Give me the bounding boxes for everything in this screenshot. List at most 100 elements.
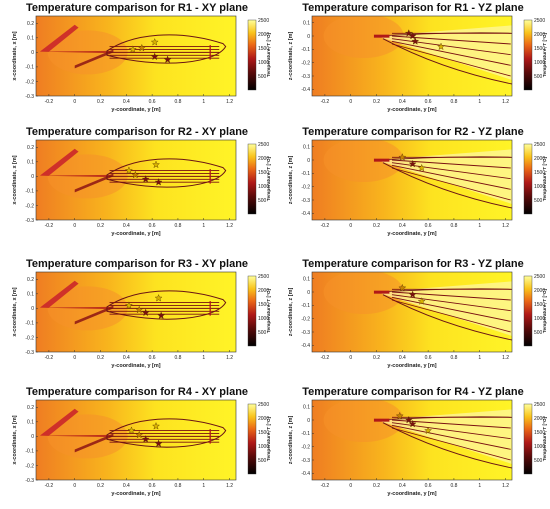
- measurement-star: [137, 43, 146, 52]
- colorbar-tick-label: 2500: [534, 142, 545, 148]
- y-tick-label: -0.1: [301, 171, 310, 177]
- probe-line: [391, 40, 511, 66]
- colorbar-tick-label: 2000: [534, 288, 545, 294]
- x-tick-label: 0.4: [123, 483, 130, 489]
- y-tick-label: 0.2: [27, 21, 34, 27]
- y-tick-label: 0.1: [27, 420, 34, 426]
- y-tick-label: -0.3: [301, 330, 310, 336]
- measurement-star: [398, 283, 407, 292]
- y-tick-label: 0.1: [27, 160, 34, 166]
- colorbar-tick-label: 1000: [258, 60, 269, 66]
- y-tick-label: 0: [31, 434, 34, 440]
- panel-r1-yz: Temperature comparison for R1 - YZ plane…: [278, 0, 548, 122]
- plot-area: [312, 272, 512, 352]
- x-tick-label: -0.2: [45, 223, 54, 229]
- measurement-star: [154, 294, 163, 302]
- y-tick-label: -0.3: [301, 458, 310, 464]
- chart-svg: Temperature comparison for R3 - XY plane…: [12, 258, 272, 369]
- chart-svg: Temperature comparison for R4 - YZ plane…: [288, 386, 548, 497]
- injector: [373, 290, 390, 294]
- y-tick-label: -0.3: [25, 350, 34, 356]
- measurement-star: [411, 37, 420, 45]
- measurement-star: [152, 422, 160, 430]
- x-tick-label: 0.8: [174, 483, 181, 489]
- y-tick-label: -0.1: [301, 303, 310, 309]
- measurement-star: [408, 159, 417, 168]
- measurement-star: [417, 163, 426, 172]
- plot-area: [36, 140, 236, 220]
- x-tick-label: 1.2: [226, 99, 233, 105]
- x-tick-label: 1: [202, 483, 205, 489]
- y-tick-label: 0: [31, 50, 34, 56]
- nozzle-shape: [74, 433, 114, 453]
- x-tick-label: 0: [349, 99, 352, 105]
- hot-zone: [323, 140, 404, 182]
- y-tick-label: -0.2: [25, 203, 34, 209]
- plot-frame: [311, 271, 513, 353]
- colorbar-label: Temperature, T [°C]: [266, 416, 272, 461]
- nozzle-shape: [39, 24, 79, 52]
- x-tick-label: -0.2: [321, 99, 330, 105]
- probe-line: [391, 159, 511, 169]
- plot-area: [36, 400, 236, 480]
- measurement-star: [404, 415, 413, 424]
- colorbar-tick-label: 1500: [258, 170, 269, 176]
- chart-title: Temperature comparison for R1 - YZ plane: [302, 2, 523, 14]
- probe-line: [391, 296, 511, 322]
- y-tick-label: 0: [31, 306, 34, 312]
- colorbar: [523, 19, 533, 91]
- y-tick-label: -0.1: [25, 449, 34, 455]
- colorbar-tick-label: 1500: [534, 302, 545, 308]
- y-tick-label: -0.3: [301, 74, 310, 80]
- colorbar-tick-label: 1500: [534, 170, 545, 176]
- x-tick-label: 0.6: [425, 483, 432, 489]
- colorbar: [523, 403, 533, 475]
- x-tick-label: 0.4: [399, 483, 406, 489]
- colorbar-tick-label: 500: [534, 198, 543, 204]
- y-axis-label: x-coordinate, x [m]: [12, 415, 18, 464]
- x-tick-label: 0.4: [399, 355, 406, 361]
- y-tick-label: -0.4: [301, 343, 310, 349]
- x-tick-label: 0.2: [97, 99, 104, 105]
- plot-frame: [35, 271, 237, 353]
- x-tick-label: 0: [349, 355, 352, 361]
- x-tick-label: 0.2: [373, 355, 380, 361]
- isotherm-contour: [382, 294, 512, 341]
- x-tick-label: 0.6: [149, 223, 156, 229]
- y-tick-label: -0.3: [25, 478, 34, 484]
- isotherm-contour: [382, 422, 512, 469]
- isotherm-contour: [106, 34, 227, 64]
- chart-svg: Temperature comparison for R1 - YZ plane…: [288, 2, 548, 113]
- colorbar-tick-label: 1000: [534, 60, 545, 66]
- panel-r4-xy: Temperature comparison for R4 - XY plane…: [2, 384, 272, 506]
- plot-frame: [311, 15, 513, 97]
- x-tick-label: 0.6: [425, 99, 432, 105]
- nozzle-shape: [39, 306, 110, 310]
- x-tick-label: 0.2: [373, 223, 380, 229]
- colorbar-tick-label: 1000: [534, 184, 545, 190]
- colorbar-tick-label: 2500: [258, 274, 269, 280]
- x-tick-label: 0.6: [149, 355, 156, 361]
- isotherm-contour: [106, 158, 227, 188]
- x-tick-label: 1.2: [502, 483, 509, 489]
- x-tick-label: 0.6: [149, 483, 156, 489]
- y-tick-label: 0.2: [27, 277, 34, 283]
- x-tick-label: -0.2: [45, 99, 54, 105]
- x-tick-label: 1: [478, 99, 481, 105]
- x-tick-label: 0.2: [373, 483, 380, 489]
- y-tick-label: 0.2: [27, 145, 34, 151]
- chart-title: Temperature comparison for R2 - XY plane: [26, 126, 248, 138]
- x-tick-label: 1: [202, 99, 205, 105]
- chart-svg: Temperature comparison for R1 - XY plane…: [12, 2, 272, 113]
- measurement-star: [124, 166, 133, 174]
- colorbar-tick-label: 500: [258, 330, 267, 336]
- nozzle-shape: [39, 434, 110, 438]
- chart-title: Temperature comparison for R3 - YZ plane: [302, 258, 523, 270]
- colorbar-tick-label: 2500: [258, 18, 269, 24]
- plot-frame: [35, 399, 237, 481]
- x-tick-label: 1.2: [226, 483, 233, 489]
- jet-cone: [376, 281, 512, 336]
- y-tick-label: -0.4: [301, 471, 310, 477]
- colorbar-label: Temperature, T [°C]: [266, 288, 272, 333]
- measurement-star: [141, 175, 150, 183]
